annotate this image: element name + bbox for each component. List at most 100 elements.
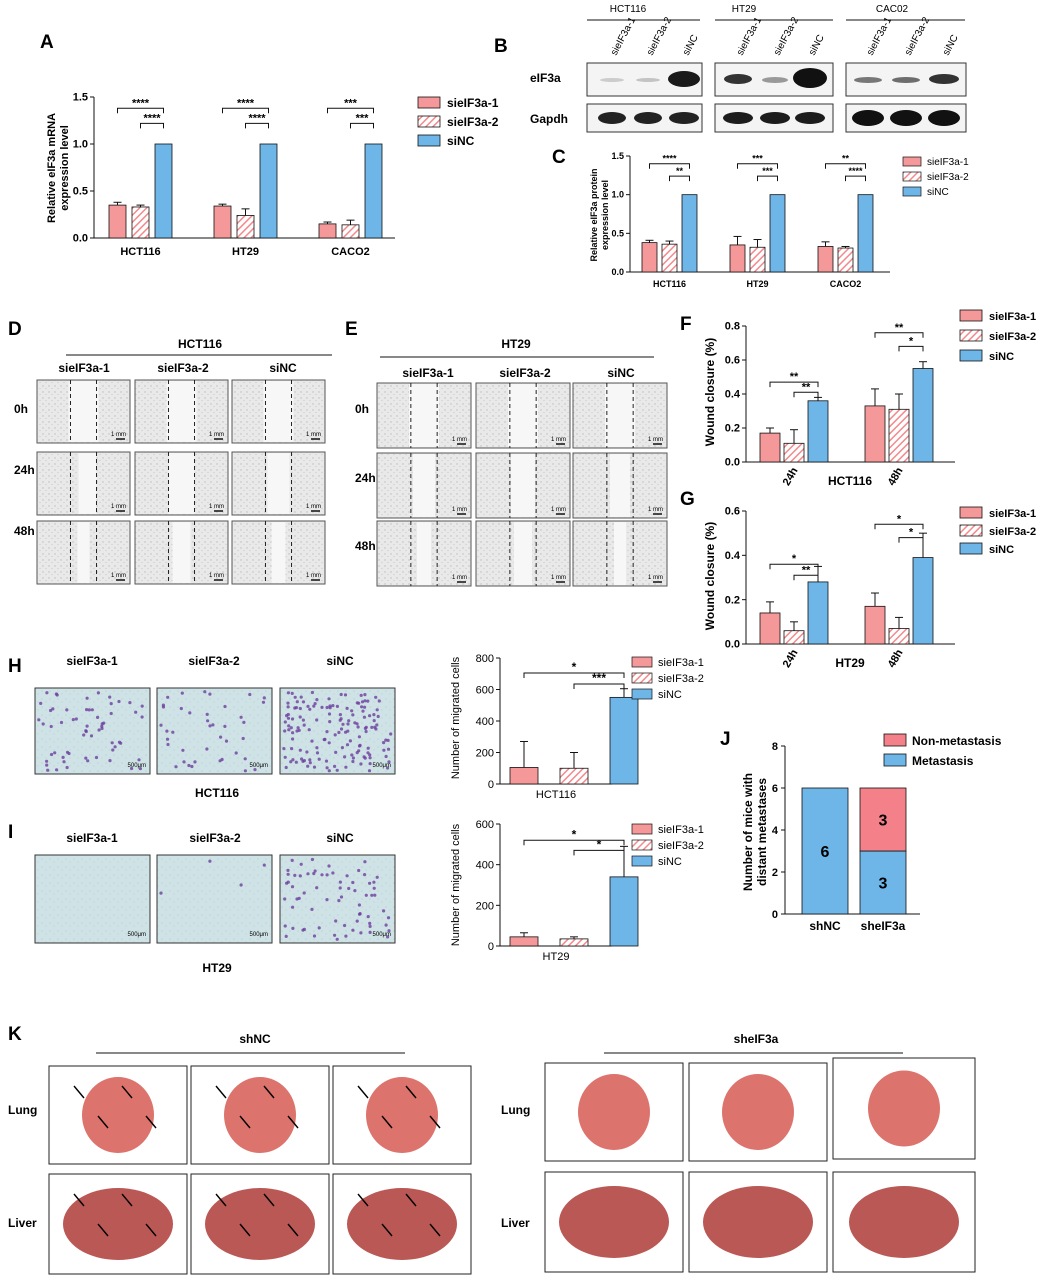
x-tick-label: HCT116 xyxy=(120,246,160,258)
blot-row-gapdh: Gapdh xyxy=(530,112,568,126)
migrated-cell xyxy=(181,748,185,752)
migrated-cell xyxy=(308,761,312,765)
migrated-cell xyxy=(171,730,175,734)
legend-label-si2: sieIF3a-2 xyxy=(927,172,969,183)
metastasis-arrow xyxy=(381,1223,393,1237)
scale-bar-label: 1 mm xyxy=(306,432,321,438)
migrated-cell xyxy=(302,723,306,727)
migrated-cell xyxy=(84,756,88,760)
bar-sieIF3a-1-CACO2 xyxy=(817,246,834,273)
migrated-cell xyxy=(283,720,287,724)
legend-label-nc: siNC xyxy=(989,351,1014,363)
significance-bracket xyxy=(573,849,625,856)
migrated-cell xyxy=(86,759,90,763)
y-tick-label: 0.0 xyxy=(73,233,88,245)
significance-label: *** xyxy=(762,166,773,176)
lung-tissue xyxy=(868,1070,940,1147)
bar-siNC-48h xyxy=(912,368,934,463)
panel-h-col-2: sieIF3a-2 xyxy=(188,654,240,668)
migrated-cell xyxy=(287,724,291,728)
scale-bar-label: 1 mm xyxy=(306,573,321,579)
migrated-cell xyxy=(312,704,316,708)
panel-a-legend: sieIF3a-1 sieIF3a-2 siNC xyxy=(417,96,499,148)
scratch-gap xyxy=(78,453,97,514)
scale-bar-label: 500μm xyxy=(128,932,146,938)
migrated-cell xyxy=(362,755,366,759)
significance-bracket xyxy=(845,175,866,182)
migrated-cell xyxy=(46,768,50,772)
migrated-cell xyxy=(241,736,245,741)
migrated-cell xyxy=(386,766,390,770)
significance-bracket xyxy=(793,391,819,398)
migrated-cell xyxy=(327,864,331,868)
migrated-cell xyxy=(360,705,364,709)
bar-siNC-HCT116 xyxy=(681,194,698,273)
migrated-cell xyxy=(166,742,170,747)
migrated-cell xyxy=(372,719,376,723)
migrated-cell xyxy=(302,927,306,932)
legend-swatch-si2 xyxy=(631,672,653,684)
migrated-cell xyxy=(87,708,91,712)
migrated-cell xyxy=(337,899,341,903)
bar-sieIF3a-2-48h xyxy=(888,408,910,463)
scratch-gap xyxy=(605,384,635,447)
significance-bracket xyxy=(769,381,819,388)
scratch-gap xyxy=(271,522,286,583)
migrated-cell xyxy=(161,705,166,709)
y-tick-label: 1.0 xyxy=(73,139,88,151)
migrated-cell xyxy=(363,699,367,703)
scale-bar-label: 1 mm xyxy=(551,437,566,443)
migrated-cell xyxy=(262,863,266,867)
migrated-cell xyxy=(51,707,55,711)
bar-sieIF3a-1-48h xyxy=(864,405,886,463)
significance-bracket xyxy=(649,163,690,169)
migrated-cell xyxy=(206,719,210,723)
migrated-cell xyxy=(355,722,359,726)
band xyxy=(723,112,753,124)
legend-swatch-nc xyxy=(417,134,441,147)
migrated-cell xyxy=(85,696,89,700)
blot-lane-label: siNC xyxy=(807,33,827,57)
migrated-cell xyxy=(368,924,372,929)
migrated-cell xyxy=(343,923,347,928)
y-tick-label: 400 xyxy=(476,716,494,728)
migrated-cell xyxy=(366,915,370,919)
migrated-cell xyxy=(375,875,379,879)
migrated-cell xyxy=(360,700,365,704)
significance-bracket xyxy=(874,332,924,338)
significance-label: **** xyxy=(662,154,677,164)
bar-sieIF3a-2-CACO2 xyxy=(341,224,360,239)
scale-bar-label: 1 mm xyxy=(648,507,663,513)
migrated-cell xyxy=(339,895,344,899)
migrated-cell xyxy=(65,765,69,770)
legend-label-si1: sieIF3a-1 xyxy=(447,96,499,110)
migrated-cell xyxy=(368,762,372,766)
migrated-cell xyxy=(363,860,367,864)
migrated-cell xyxy=(117,699,121,704)
significance-bracket xyxy=(898,537,924,543)
migrated-cell xyxy=(45,691,49,695)
legend-swatch-nonmet xyxy=(883,733,907,747)
metastasis-arrow xyxy=(73,1085,85,1099)
migrated-cell xyxy=(345,874,349,878)
migrated-cell xyxy=(74,717,78,721)
migrated-cell xyxy=(286,701,290,705)
migrated-cell xyxy=(339,692,343,697)
blot-lane-label: sieIF3a-1 xyxy=(735,15,764,57)
migrated-cell xyxy=(301,700,306,704)
transwell-image xyxy=(156,854,273,944)
band xyxy=(760,112,790,124)
panel-label-a: A xyxy=(40,32,54,53)
scratch-gap xyxy=(166,381,197,442)
significance-bracket xyxy=(350,122,374,129)
significance-label: **** xyxy=(237,97,255,109)
scale-bar-label: 1 mm xyxy=(452,507,467,513)
migrated-cell xyxy=(59,720,64,725)
migrated-cell xyxy=(299,862,303,866)
y-tick-label: 0 xyxy=(488,941,494,953)
liver-tissue xyxy=(347,1188,457,1260)
migrated-cell xyxy=(94,755,99,760)
migrated-cell xyxy=(357,868,361,873)
migrated-cell xyxy=(386,916,391,920)
migrated-cell xyxy=(363,705,367,709)
